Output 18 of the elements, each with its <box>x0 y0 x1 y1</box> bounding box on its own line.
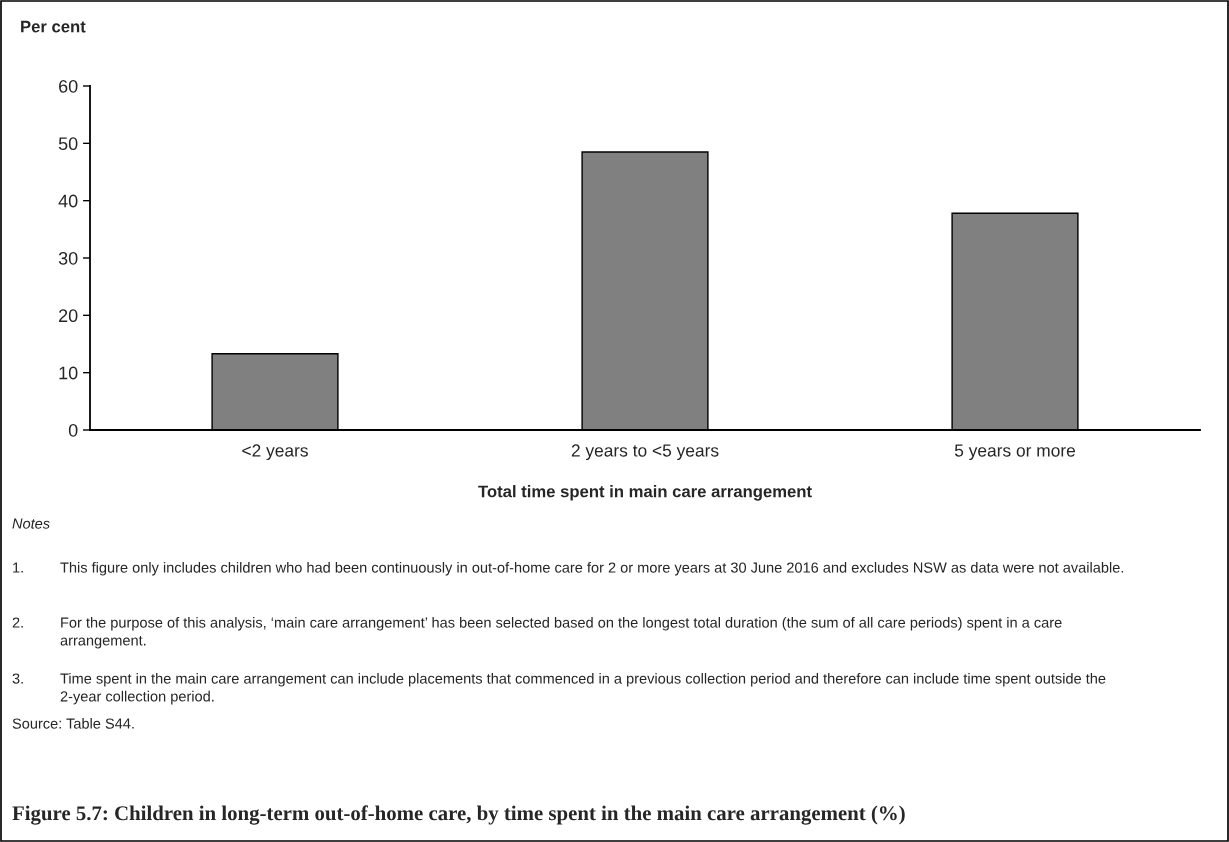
text: 2. For the purpose of this analysis, ‘main care arrangement’ has been selected based on the longest total duration (the sum of all care periods) spent in a care arrangement. <box>12 617 1062 649</box>
x-tick-label: 2 years to <5 years <box>571 444 719 461</box>
x-tick-label: <2 years <box>242 444 308 461</box>
text: 1. This figure only includes children who had been continuously in out-of-home care for 2 or more years at 30 June 2016 and excludes NSW as data were not available. <box>13 562 1124 576</box>
x-tick-label: 5 years or more <box>954 444 1076 461</box>
y-tick-label: 60 <box>59 79 78 93</box>
y-tick-label: 20 <box>59 309 78 323</box>
source-note: Source: Table S44. <box>12 718 134 729</box>
text: 3. Time spent in the main care arrangement can include placements that commenced in a previous collection period and therefore can include time spent outside the 2-year collection period. <box>12 673 1106 705</box>
y-tick-label: 0 <box>68 423 78 437</box>
y-tick-label: 50 <box>58 137 78 151</box>
y-tick-label: 40 <box>58 194 78 208</box>
x-axis-title: Total time spent in main care arrangement <box>478 485 812 501</box>
text: Notes <box>12 518 50 529</box>
y-tick-label: 10 <box>59 366 78 380</box>
text: Figure 5.7: Children in long-term out-of-home care, by time spent in the main care arrangement (%) <box>12 805 905 825</box>
y-tick-label: 30 <box>58 251 78 265</box>
y-axis-title: Per cent <box>21 20 86 33</box>
